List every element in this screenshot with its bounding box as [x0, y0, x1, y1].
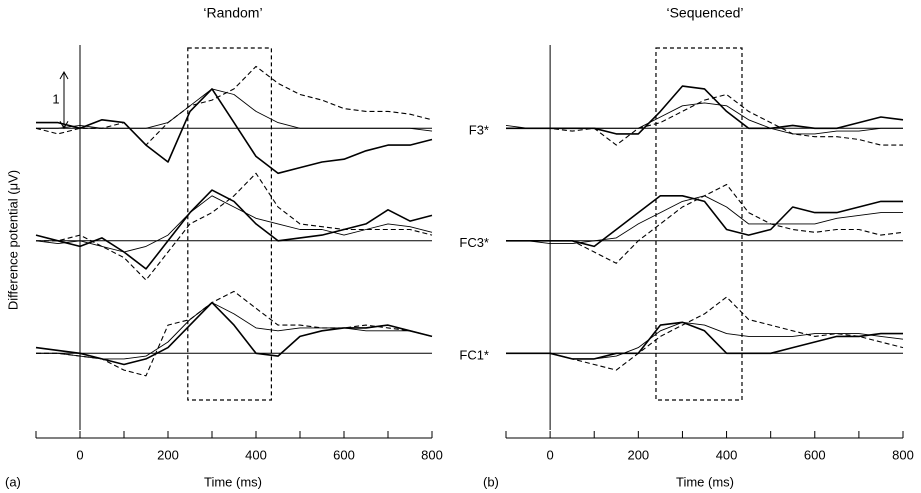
scale-bar-label: 1 [52, 92, 59, 107]
x-tick-label: 600 [333, 447, 355, 462]
erp-trace [36, 88, 433, 175]
x-tick-label: 600 [804, 447, 826, 462]
y-axis-label: Difference potential (μV) [5, 170, 20, 310]
panel-title: ‘Sequenced’ [666, 5, 743, 21]
analysis-window [655, 47, 743, 401]
scale-bar-arrow [59, 70, 69, 80]
channel-label: FC1* [459, 348, 489, 363]
erp-trace [36, 302, 433, 360]
channel-label: FC3* [459, 235, 489, 250]
erp-trace [506, 93, 903, 146]
erp-trace [506, 296, 904, 371]
x-tick-label: 800 [892, 447, 914, 462]
erp-trace [36, 172, 433, 281]
erp-trace [35, 65, 433, 146]
x-tick-label: 200 [157, 447, 179, 462]
erp-trace [505, 102, 903, 135]
x-axis-label: Time (ms) [676, 474, 734, 489]
x-tick-label: 400 [245, 447, 267, 462]
erp-trace [35, 195, 433, 253]
erp-trace [506, 85, 904, 135]
erp-trace [36, 88, 433, 132]
erp-trace [35, 301, 433, 366]
channel-label: F3* [469, 123, 489, 138]
erp-trace [36, 290, 433, 377]
analysis-window [187, 47, 273, 401]
x-tick-label: 0 [76, 447, 83, 462]
x-axis-label: Time (ms) [204, 474, 262, 489]
x-tick-label: 800 [421, 447, 443, 462]
erp-trace [35, 189, 433, 270]
panel-label: (b) [483, 474, 499, 489]
erp-trace [506, 183, 904, 264]
panel-label: (a) [5, 474, 21, 489]
erp-trace [506, 195, 903, 245]
erp-trace [506, 195, 903, 248]
x-tick-label: 0 [546, 447, 553, 462]
x-tick-label: 400 [716, 447, 738, 462]
panel-title: ‘Random’ [203, 5, 262, 21]
x-tick-label: 200 [627, 447, 649, 462]
